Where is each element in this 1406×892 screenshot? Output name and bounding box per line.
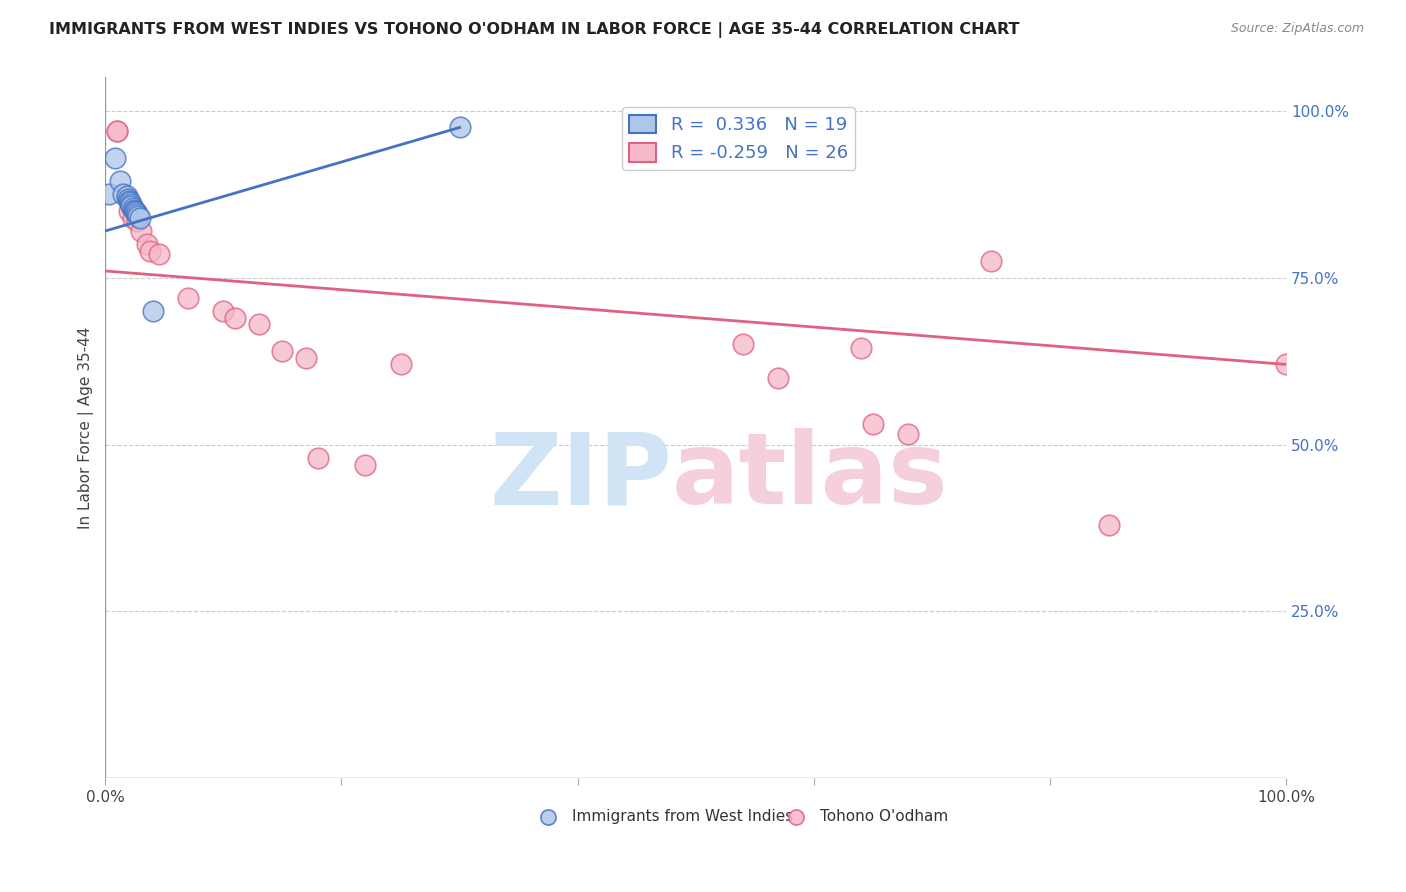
Point — [125, 205, 148, 219]
Y-axis label: In Labor Force | Age 35-44: In Labor Force | Age 35-44 — [79, 326, 94, 529]
Point — [129, 224, 152, 238]
Text: ZIP: ZIP — [489, 428, 672, 525]
Point — [897, 427, 920, 442]
Point — [271, 344, 294, 359]
Point — [389, 358, 412, 372]
Point — [127, 207, 149, 221]
Point — [142, 304, 165, 318]
Point — [105, 124, 128, 138]
Point — [980, 254, 1002, 268]
Point — [127, 209, 149, 223]
Point — [97, 187, 120, 202]
Point — [124, 203, 146, 218]
Point — [1275, 358, 1298, 372]
Point — [139, 244, 162, 258]
Point — [127, 214, 149, 228]
Point — [307, 450, 329, 465]
Point — [120, 197, 142, 211]
Text: Source: ZipAtlas.com: Source: ZipAtlas.com — [1230, 22, 1364, 36]
Point — [120, 198, 142, 212]
Point — [449, 120, 471, 135]
Point — [121, 211, 143, 225]
Point — [115, 189, 138, 203]
Text: Immigrants from West Indies: Immigrants from West Indies — [572, 809, 793, 824]
Text: Tohono O'odham: Tohono O'odham — [820, 809, 948, 824]
Point — [247, 318, 270, 332]
Point — [104, 151, 127, 165]
Point — [354, 458, 377, 472]
Point — [731, 337, 754, 351]
Point — [768, 371, 790, 385]
Text: IMMIGRANTS FROM WEST INDIES VS TOHONO O'ODHAM IN LABOR FORCE | AGE 35-44 CORRELA: IMMIGRANTS FROM WEST INDIES VS TOHONO O'… — [49, 22, 1019, 38]
Point — [121, 201, 143, 215]
Point — [862, 417, 884, 432]
Point — [135, 237, 157, 252]
Point — [177, 291, 200, 305]
Point — [148, 247, 170, 261]
Text: atlas: atlas — [672, 428, 949, 525]
Point — [112, 187, 135, 202]
Point — [849, 341, 872, 355]
Point — [122, 202, 145, 217]
Point — [120, 195, 142, 210]
Point — [785, 808, 807, 822]
Point — [212, 304, 235, 318]
Point — [117, 192, 139, 206]
Point — [537, 808, 560, 822]
Point — [224, 310, 246, 325]
Point — [118, 203, 141, 218]
Point — [108, 174, 131, 188]
Point — [118, 194, 141, 208]
Point — [295, 351, 318, 365]
Point — [105, 124, 128, 138]
Point — [1098, 517, 1121, 532]
Legend: R =  0.336   N = 19, R = -0.259   N = 26: R = 0.336 N = 19, R = -0.259 N = 26 — [621, 108, 855, 169]
Point — [128, 211, 150, 225]
